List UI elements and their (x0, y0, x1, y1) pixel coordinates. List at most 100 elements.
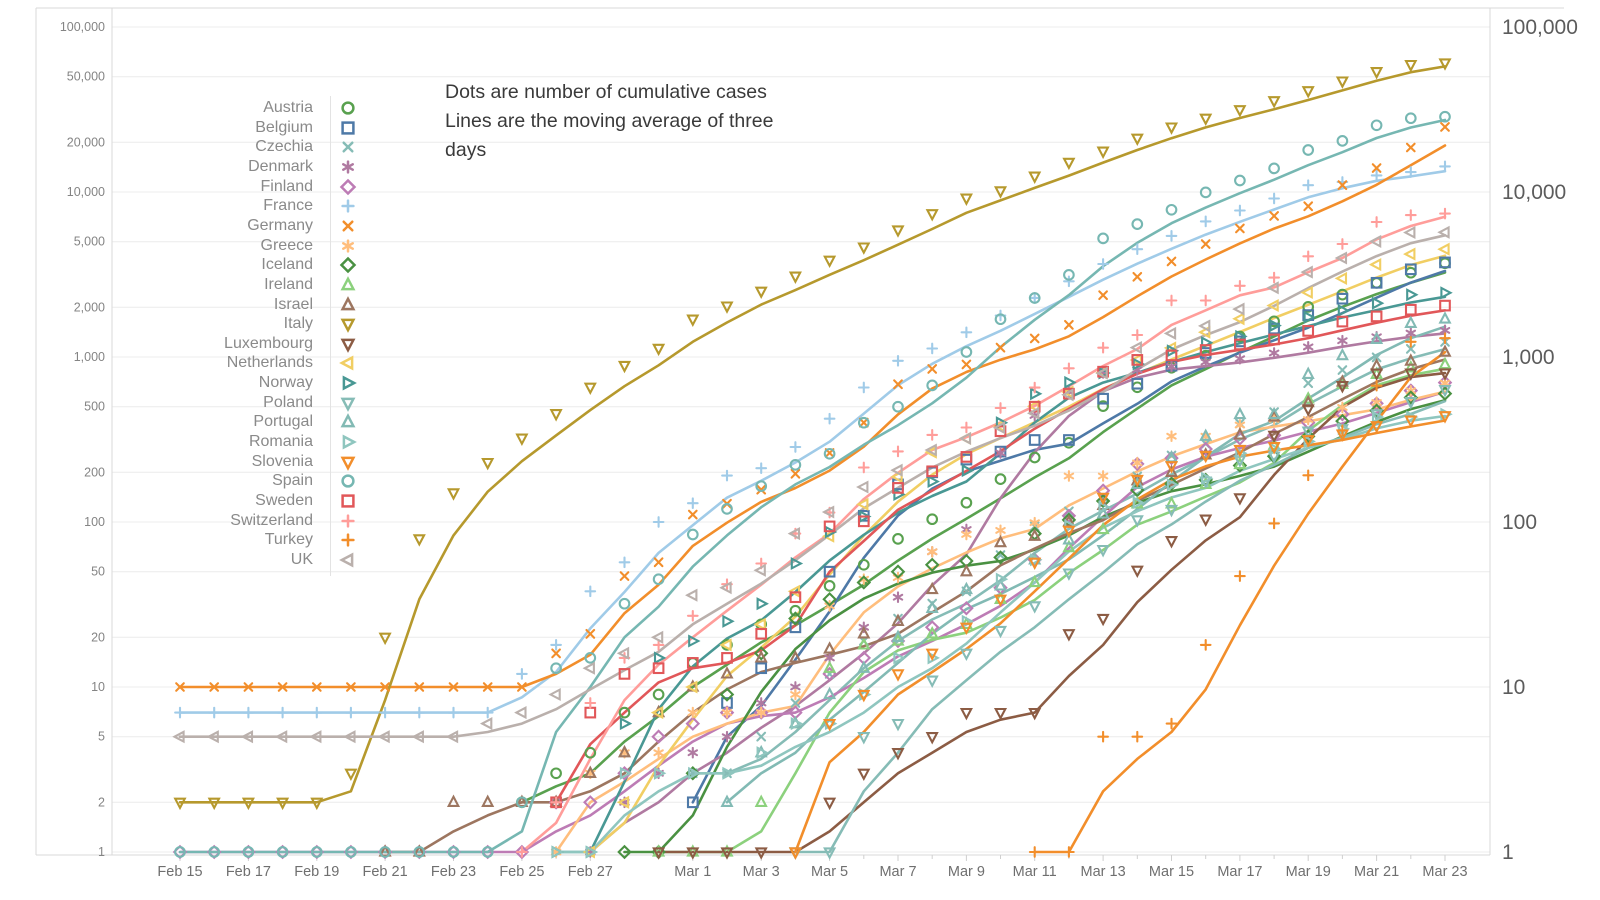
legend-item-france[interactable]: France (73, 196, 357, 216)
legend-item-germany[interactable]: Germany (73, 216, 357, 236)
series-line-luxembourg[interactable] (657, 371, 1447, 854)
legend-item-slovenia[interactable]: Slovenia (73, 452, 357, 472)
legend-divider (330, 96, 331, 576)
legend-item-spain[interactable]: Spain (73, 471, 357, 491)
series-markers-france[interactable] (174, 160, 1451, 719)
series-line-switzerland[interactable] (520, 215, 1447, 854)
svg-text:2,000: 2,000 (74, 300, 105, 314)
legend-item-israel[interactable]: Israel (73, 295, 357, 315)
legend-item-norway[interactable]: Norway (73, 373, 357, 393)
legend-item-ireland[interactable]: Ireland (73, 275, 357, 295)
series-line-portugal[interactable] (725, 325, 1447, 804)
legend-item-turkey[interactable]: Turkey (73, 530, 357, 550)
y-axis-right-labels: 100,000 10,000 1,000 100 10 1 (1502, 16, 1578, 864)
legend-label-france: France (263, 197, 313, 215)
legend-item-czechia[interactable]: Czechia (73, 137, 357, 157)
legend-item-luxembourg[interactable]: Luxembourg (73, 334, 357, 354)
legend-label-belgium: Belgium (255, 118, 313, 136)
svg-text:1,000: 1,000 (74, 350, 105, 364)
svg-text:Mar 7: Mar 7 (879, 864, 916, 880)
svg-text:500: 500 (84, 400, 105, 414)
annotation-line-3: days (445, 139, 487, 161)
series-line-romania[interactable] (554, 414, 1447, 854)
gridlines (112, 26, 1490, 853)
svg-text:Mar 1: Mar 1 (674, 864, 711, 880)
finland-marker-icon (339, 178, 357, 196)
series-line-italy[interactable] (178, 65, 1447, 804)
svg-text:Mar 5: Mar 5 (811, 864, 848, 880)
series-markers-norway[interactable] (551, 286, 1453, 859)
svg-text:20,000: 20,000 (67, 135, 105, 149)
svg-text:50: 50 (91, 565, 105, 579)
legend-label-spain: Spain (272, 472, 313, 490)
legend-label-greece: Greece (260, 236, 313, 254)
svg-text:Feb 27: Feb 27 (568, 864, 613, 880)
legend-item-netherlands[interactable]: Netherlands (73, 353, 357, 373)
series-markers-portugal[interactable] (720, 311, 1452, 807)
luxembourg-marker-icon (339, 335, 357, 353)
uk-marker-icon (339, 551, 357, 569)
svg-text:10: 10 (1502, 676, 1525, 699)
iceland-marker-icon (339, 256, 357, 274)
series-line-uk[interactable] (178, 234, 1447, 738)
legend-item-austria[interactable]: Austria (73, 98, 357, 118)
legend-label-germany: Germany (247, 216, 313, 234)
legend-label-romania: Romania (248, 433, 313, 450)
series-markers-turkey[interactable] (1028, 332, 1451, 858)
legend-label-israel: Israel (273, 295, 313, 313)
switzerland-marker-icon (339, 512, 357, 530)
series-line-slovenia[interactable] (794, 419, 1447, 854)
ireland-marker-icon (339, 275, 357, 294)
legend-item-belgium[interactable]: Belgium (73, 118, 357, 138)
legend-item-romania[interactable]: Romania (73, 432, 357, 452)
israel-marker-icon (339, 295, 357, 314)
legend-label-switzerland: Switzerland (230, 511, 313, 529)
svg-text:Mar 23: Mar 23 (1422, 864, 1467, 880)
poland-marker-icon (339, 394, 357, 412)
series-markers-italy[interactable] (173, 58, 1452, 811)
slovenia-marker-icon (339, 453, 357, 471)
svg-text:20: 20 (91, 630, 105, 644)
legend-label-italy: Italy (283, 315, 313, 333)
legend-item-sweden[interactable]: Sweden (73, 491, 357, 511)
chart-annotation: Dots are number of cumulative cases Line… (445, 78, 773, 165)
svg-text:Feb 17: Feb 17 (226, 864, 271, 880)
x-axis-labels: Feb 15 Feb 17 Feb 19 Feb 21 Feb 23 Feb 25 Feb … (157, 864, 1467, 880)
series-markers-slovenia[interactable] (788, 411, 1452, 860)
svg-text:100,000: 100,000 (1502, 16, 1578, 39)
svg-text:200: 200 (84, 465, 105, 479)
legend-item-denmark[interactable]: Denmark (73, 157, 357, 177)
legend-label-poland: Poland (263, 393, 313, 411)
legend-label-finland: Finland (260, 177, 313, 195)
svg-text:2: 2 (98, 795, 105, 809)
germany-marker-icon (339, 217, 357, 235)
legend-label-denmark: Denmark (248, 157, 313, 175)
svg-text:1: 1 (98, 845, 105, 859)
legend-item-iceland[interactable]: Iceland (73, 255, 357, 275)
belgium-marker-icon (339, 119, 357, 137)
series-dots (172, 58, 1453, 860)
netherlands-marker-icon (339, 354, 357, 372)
series-markers-luxembourg[interactable] (652, 368, 1452, 860)
legend-item-italy[interactable]: Italy (73, 314, 357, 334)
legend-label-turkey: Turkey (264, 531, 313, 549)
legend-item-finland[interactable]: Finland (73, 177, 357, 197)
france-marker-icon (339, 197, 357, 215)
italy-marker-icon (339, 315, 357, 333)
legend-item-portugal[interactable]: Portugal (73, 412, 357, 432)
series-markers-spain[interactable] (174, 110, 1451, 858)
series-line-austria[interactable] (520, 271, 1447, 804)
series-line-ireland[interactable] (657, 367, 1447, 854)
legend-item-greece[interactable]: Greece (73, 236, 357, 256)
svg-text:10,000: 10,000 (1502, 181, 1566, 204)
romania-marker-icon (339, 433, 357, 451)
legend-item-switzerland[interactable]: Switzerland (73, 511, 357, 531)
legend-item-uk[interactable]: UK (73, 550, 357, 570)
portugal-marker-icon (339, 413, 357, 431)
series-markers-uk[interactable] (172, 225, 1450, 744)
legend-item-poland[interactable]: Poland (73, 393, 357, 413)
svg-text:10: 10 (91, 680, 105, 694)
series-line-denmark[interactable] (589, 332, 1447, 854)
svg-text:Mar 13: Mar 13 (1081, 864, 1126, 880)
